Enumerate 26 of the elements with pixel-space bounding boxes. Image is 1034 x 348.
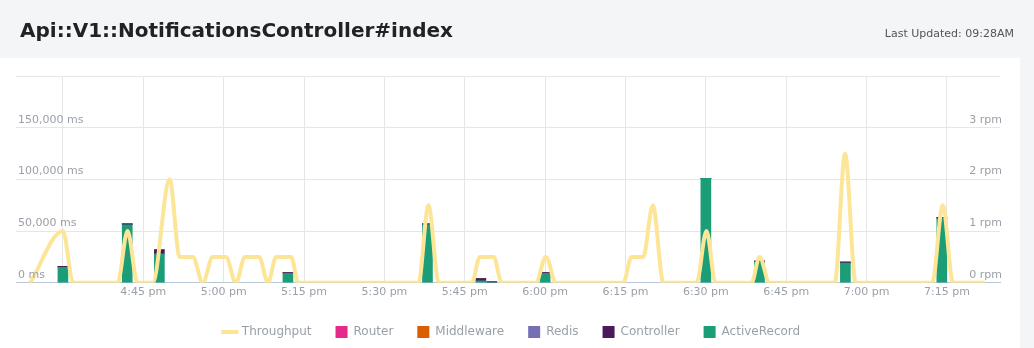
y2-tick-label: 2 rpm	[969, 164, 1002, 178]
legend-label: Redis	[546, 324, 579, 339]
legend-label: Router	[353, 324, 394, 339]
legend-label: ActiveRecord	[721, 324, 801, 339]
legend-label: Middleware	[435, 324, 505, 339]
x-tick-label: 7:15 pm	[924, 285, 970, 299]
y2-tick-label: 0 rpm	[969, 267, 1002, 281]
x-tick-label: 6:00 pm	[522, 285, 569, 299]
x-tick-label: 5:15 pm	[281, 285, 327, 299]
text: Last Updated: 09:28AM	[884, 27, 1014, 40]
legend-label: Controller	[620, 324, 680, 339]
y2-tick-label: 3 rpm	[969, 112, 1002, 126]
y-tick-label: 50,000 ms	[18, 215, 77, 229]
x-tick-label: 5:30 pm	[361, 285, 408, 299]
y-tick-label: 100,000 ms	[18, 164, 84, 178]
x-tick-label: 6:45 pm	[763, 285, 810, 299]
chart-title: Api::V1::NotificationsController#index	[20, 18, 453, 42]
y-tick-label: 150,000 ms	[18, 112, 84, 126]
legend-label: Throughput	[240, 324, 312, 339]
x-tick-label: 5:45 pm	[441, 285, 488, 299]
x-tick-label: 6:30 pm	[682, 285, 729, 299]
y2-tick-label: 1 rpm	[969, 215, 1002, 229]
x-tick-label: 7:00 pm	[843, 285, 890, 299]
x-tick-label: 6:15 pm	[602, 285, 649, 299]
x-tick-label: 4:45 pm	[120, 285, 167, 299]
x-tick-label: 5:00 pm	[200, 285, 247, 299]
